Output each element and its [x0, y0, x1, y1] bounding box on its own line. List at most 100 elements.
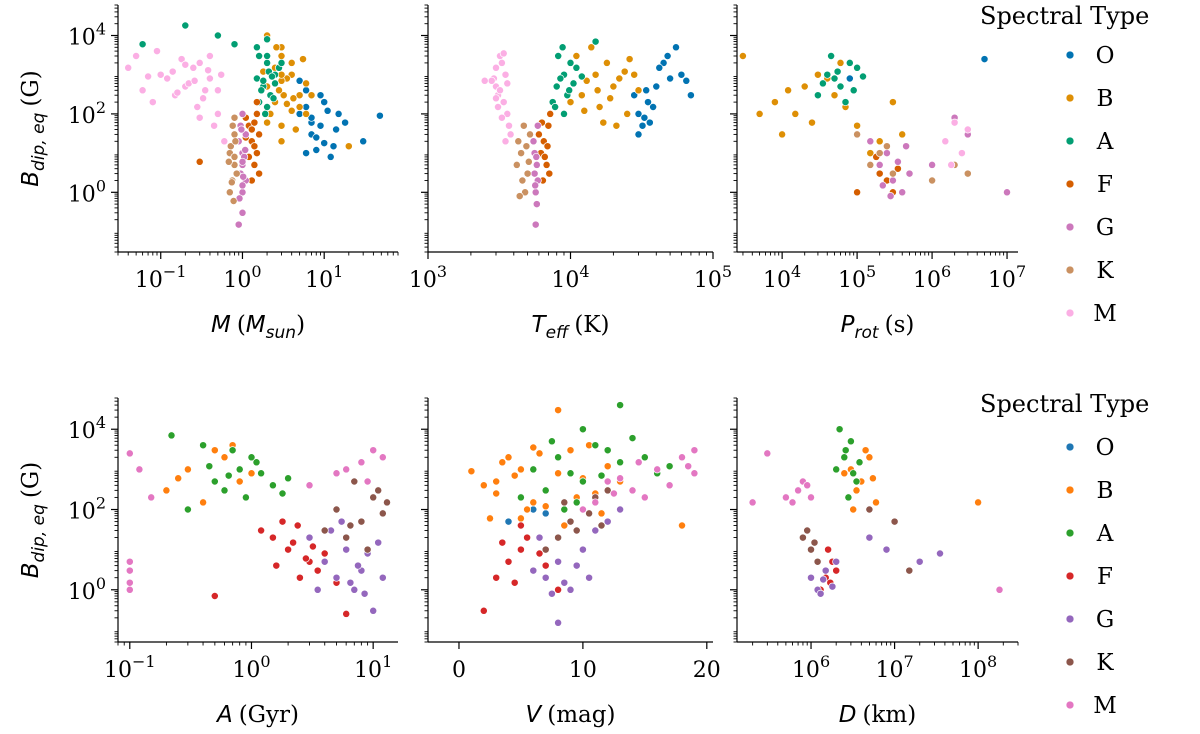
data-point-G	[928, 160, 937, 169]
data-point-A	[552, 82, 561, 91]
data-point-K	[332, 505, 341, 514]
data-point-O	[375, 111, 384, 120]
data-point-B	[898, 130, 907, 139]
data-point-O	[312, 146, 321, 154]
data-point-B	[587, 43, 596, 52]
data-point-F	[195, 157, 204, 166]
data-point-O	[302, 103, 311, 111]
data-point-K	[963, 169, 972, 178]
data-point-A	[181, 21, 190, 30]
data-point-A	[849, 469, 858, 478]
data-point-A	[835, 425, 844, 434]
data-point-A	[183, 505, 192, 514]
data-point-M	[640, 493, 649, 502]
data-point-G	[591, 526, 600, 535]
data-point-A	[855, 458, 864, 467]
data-point-M	[781, 493, 790, 502]
data-point-K	[853, 130, 862, 139]
data-point-F	[210, 592, 219, 600]
data-point-O	[359, 137, 368, 146]
data-point-M	[369, 446, 378, 455]
data-point-B	[602, 58, 611, 67]
data-point-O	[312, 133, 321, 142]
data-point-G	[346, 578, 355, 587]
data-point-G	[865, 533, 874, 542]
data-point-B	[593, 86, 602, 95]
data-point-A	[597, 471, 606, 480]
data-point-O	[630, 91, 639, 100]
data-point-F	[252, 149, 261, 158]
data-point-A	[257, 469, 266, 478]
data-point-A	[841, 98, 850, 107]
data-point-M	[342, 465, 351, 474]
data-point-B	[800, 82, 809, 91]
data-point-K	[350, 477, 359, 486]
data-point-K	[541, 545, 550, 554]
data-point-G	[821, 566, 830, 575]
data-point-B	[808, 118, 816, 127]
data-point-M	[499, 98, 508, 107]
data-point-M	[501, 70, 510, 79]
data-point-M	[505, 121, 513, 130]
data-point-M	[125, 449, 134, 458]
data-point-K	[369, 493, 378, 502]
data-point-F	[824, 545, 833, 554]
data-point-K	[232, 169, 241, 178]
data-point-K	[521, 188, 530, 197]
data-point-O	[659, 58, 668, 67]
data-point-K	[230, 152, 239, 161]
data-point-A	[547, 437, 556, 446]
data-point-B	[287, 106, 296, 115]
data-point-M	[153, 47, 161, 56]
data-point-K	[603, 486, 612, 495]
data-point-A	[167, 431, 176, 440]
data-point-A	[255, 52, 264, 60]
data-point-G	[819, 575, 828, 584]
data-point-M	[665, 481, 674, 490]
data-point-G	[337, 517, 346, 526]
x-tick-label: 10−1	[104, 652, 156, 683]
legend-title-bottom: Spectral Type	[980, 390, 1149, 418]
data-point-A	[813, 91, 822, 100]
data-point-M	[217, 70, 226, 79]
scatter-panel-3: 104 105 106 107 Prot (s)	[730, 4, 1026, 343]
data-point-B	[492, 489, 501, 498]
data-point-A	[841, 446, 850, 455]
data-point-M	[653, 465, 662, 474]
data-point-B	[875, 137, 884, 146]
data-point-A	[213, 31, 222, 40]
data-point-G	[898, 188, 907, 197]
data-point-G	[234, 220, 243, 229]
data-point-K	[230, 113, 239, 122]
data-point-F	[479, 606, 488, 615]
data-point-F	[320, 549, 329, 558]
data-point-K	[514, 137, 523, 146]
data-point-B	[344, 142, 353, 151]
data-point-M	[190, 76, 199, 85]
y-axis-label: Bdip, eq(G)	[18, 70, 49, 186]
data-point-M	[213, 109, 222, 118]
data-point-A	[832, 465, 841, 474]
data-point-M	[213, 86, 222, 95]
data-point-M	[163, 74, 172, 83]
data-point-B	[277, 52, 286, 60]
data-point-A	[210, 477, 219, 486]
data-point-B	[678, 521, 686, 530]
data-point-K	[928, 176, 937, 185]
data-point-K	[813, 557, 822, 566]
data-point-G	[915, 557, 924, 566]
data-point-B	[307, 91, 316, 100]
data-point-B	[791, 109, 800, 118]
data-point-B	[582, 76, 591, 85]
data-point-A	[271, 79, 279, 88]
data-point-O	[295, 109, 304, 118]
data-point-G	[378, 573, 387, 582]
data-point-M	[807, 493, 815, 502]
data-point-A	[277, 58, 286, 67]
data-point-K	[518, 176, 527, 185]
data-point-G	[535, 533, 544, 542]
data-point-B	[235, 477, 244, 486]
data-point-B	[516, 465, 525, 474]
data-point-M	[957, 149, 966, 158]
data-point-O	[652, 82, 661, 91]
